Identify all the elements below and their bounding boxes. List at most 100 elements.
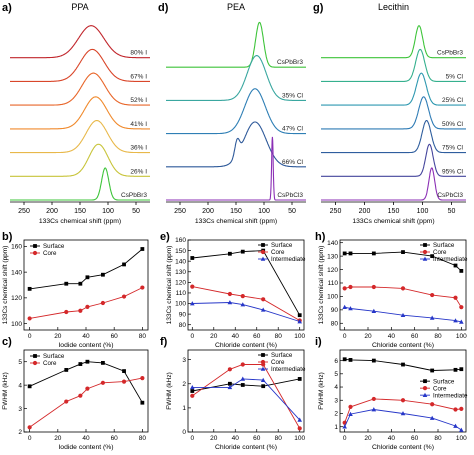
x-tick-label: 150 [388,208,400,215]
legend-label: Core [43,360,57,367]
panel-letter: a) [2,2,12,14]
spectra-panel-g: Lecithin CsPbBr3 5% Cl 25% Cl 50% Cl 75% Cl 95… [321,2,466,225]
plot-frame [339,239,467,331]
panel-letter-h: h) [315,231,326,243]
panel-letter: b) [2,231,13,243]
x-tick-label: 100 [294,435,305,442]
spectrum-line [321,167,466,201]
data-point [32,250,38,256]
x-tick-label: 100 [102,208,114,215]
y-tick-label: 3 [18,406,22,413]
panel-title: PEA [227,2,245,12]
data-point [240,376,246,381]
data-point [371,284,376,290]
data-point [227,381,232,386]
x-tick-label: 80 [434,333,442,340]
series-line [192,302,300,322]
data-point [227,251,232,256]
spectrum-label: 5% Cl [446,73,464,80]
x-tick-label: 80 [275,435,283,442]
spectrum-line [321,96,466,130]
y-tick-label: 4 [18,382,22,389]
panel-letter: h) [315,231,326,243]
y-tick-label: 160 [175,237,186,244]
spectrum-line [166,55,306,101]
y-tick-label: 1 [182,405,186,412]
y-tick-label: 5 [18,359,22,366]
x-tick-label: 100 [456,435,467,442]
data-point [140,376,145,381]
data-point [423,243,427,247]
data-point [27,384,32,389]
data-point [342,424,347,429]
x-axis-label: Iodide content (%) [58,444,113,451]
data-point [401,362,405,367]
data-point [348,284,353,290]
y-tick-label: 3 [182,357,186,364]
x-tick-label: 20 [54,333,62,340]
data-point [297,377,302,381]
x-tick-label: 200 [359,208,371,215]
data-point [227,384,233,390]
y-tick-label: 90 [179,311,187,318]
y-tick-label: 2 [18,429,22,436]
spectrum-line [321,25,466,59]
spectrum-label: 52% I [130,97,147,104]
x-tick-label: 60 [111,333,119,340]
data-point [297,417,303,422]
y-tick-label: 150 [175,248,186,255]
panel-letter-i: i) [315,336,322,348]
data-point [140,285,145,290]
spectrum-line [10,96,150,130]
data-point [453,318,458,323]
spectrum-line [321,143,466,177]
data-point [459,319,464,324]
x-axis-label: Chloride content (%) [372,444,434,451]
data-point [260,256,266,261]
panel-letter-c: c) [2,336,12,348]
data-point [371,396,376,402]
data-point [342,251,347,256]
series-line [344,398,462,423]
xy-panel-f: 0 20 40 60 80 100 0 1 2 3 Chloride content (%) FWHM… [166,349,306,451]
x-tick-label: 0 [343,435,347,442]
data-point [371,358,376,363]
legend-label: Surface [271,242,293,249]
spectrum-label: 80% I [130,50,147,57]
y-tick-label: 120 [175,280,186,287]
y-tick-label: 80 [179,322,187,329]
x-tick-label: 40 [232,333,240,340]
data-point [78,281,83,286]
x-tick-label: 60 [111,435,119,442]
data-point [430,292,435,298]
data-point [400,286,406,291]
legend-label: Intermediate [271,256,306,263]
data-point [400,312,406,318]
panel-letter: e) [160,231,170,243]
data-point [78,362,83,366]
x-tick-label: 100 [456,333,467,340]
data-point [189,301,195,306]
legend-label: Surface [433,378,455,385]
y-tick-label: 1 [334,424,338,431]
data-point [342,286,347,291]
data-point [422,392,428,397]
y-tick-label: 90 [331,307,339,314]
data-point [430,402,435,407]
data-point [459,305,464,310]
y-tick-label: 2 [182,381,186,388]
data-point [64,281,69,286]
data-point [348,358,353,362]
y-axis-label: FWHM (kHz) [2,372,9,410]
spectrum-label: CsPbBr3 [121,192,147,199]
panel-letter-d: d) [158,2,169,14]
x-tick-label: 40 [388,435,396,442]
x-tick-label: 200 [202,208,214,215]
y-tick-label: 110 [328,280,339,287]
spectrum-label: CsPbCl3 [277,192,303,199]
data-point [401,250,405,254]
data-point [348,306,353,311]
spectrum-line [10,25,150,59]
data-point [100,300,106,306]
legend-label: Intermediate [433,392,468,399]
